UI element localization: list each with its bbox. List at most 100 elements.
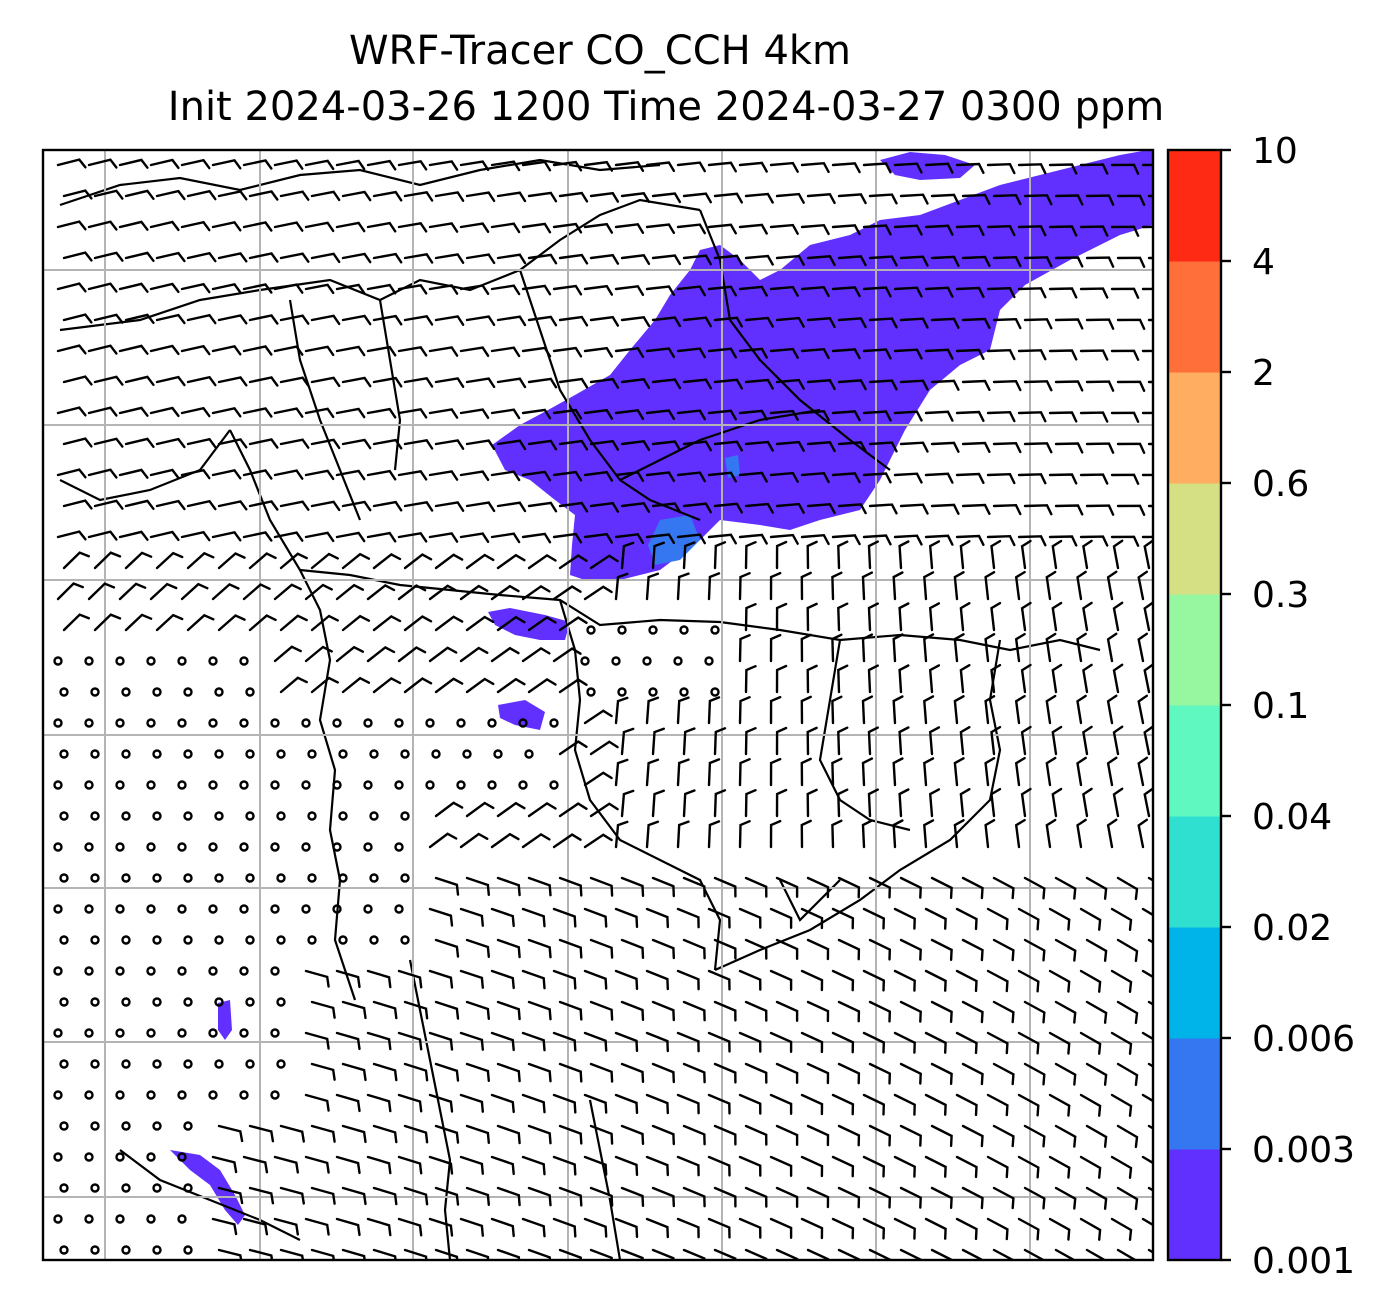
wind-barb [552, 284, 583, 296]
wind-barb [892, 819, 904, 849]
wind-barb [1085, 318, 1115, 330]
wind-barb [465, 501, 496, 513]
calm-wind-marker [146, 656, 156, 666]
wind-barb [984, 633, 996, 663]
wind-barb [1143, 787, 1153, 818]
wind-barb [831, 286, 861, 298]
wind-barb [428, 346, 459, 357]
wind-barb [149, 158, 180, 170]
wind-barb [837, 1124, 861, 1147]
wind-barb [465, 1000, 490, 1020]
wind-barb [837, 602, 849, 632]
wind-barb [769, 347, 799, 359]
wind-barb [1045, 818, 1057, 849]
wind-barb [923, 757, 935, 787]
wind-barb [614, 1155, 639, 1176]
wind-barb [62, 189, 93, 200]
wind-barb [1085, 380, 1115, 392]
wind-barb [682, 316, 712, 328]
wind-barb [155, 551, 184, 570]
colorbar: 0.001 0.003 0.006 0.02 0.04 0.1 0.3 0.6 2 4 10 [1166, 131, 1355, 1282]
wind-barb [986, 348, 1016, 361]
calm-wind-marker [338, 749, 348, 759]
calm-wind-marker [84, 966, 94, 976]
wind-barb [645, 696, 660, 725]
wind-barb [589, 439, 620, 451]
wind-barb [1082, 787, 1093, 818]
wind-barb [992, 441, 1022, 454]
calm-wind-marker [53, 1152, 63, 1162]
wind-barb [775, 1124, 799, 1146]
wind-barb [645, 572, 660, 601]
wind-barb [867, 664, 879, 694]
wind-barb [1085, 1248, 1107, 1260]
wind-barb [1054, 442, 1084, 454]
wind-barb [769, 223, 799, 235]
wind-barb [93, 251, 124, 262]
wind-barb [403, 615, 433, 632]
wind-barb [527, 1000, 552, 1021]
calm-wind-marker [177, 904, 187, 914]
wind-barb [769, 285, 799, 297]
wind-barb [1048, 473, 1078, 485]
wind-barb [527, 938, 552, 959]
wind-barb [521, 284, 552, 296]
calm-wind-marker [146, 1090, 156, 1100]
wind-barb [589, 1062, 614, 1083]
wind-barb [87, 582, 116, 601]
wind-barb [990, 663, 1002, 694]
calm-wind-marker [462, 749, 472, 759]
wind-barb [558, 876, 583, 897]
colorbar-tick-label: 0.04 [1252, 797, 1332, 838]
wind-barb [1110, 907, 1133, 931]
wind-barb [273, 1155, 299, 1174]
wind-barb [521, 969, 546, 990]
wind-barb [366, 345, 397, 357]
calm-wind-marker [183, 873, 193, 883]
wind-barb [248, 1248, 274, 1260]
wind-barb [527, 876, 552, 897]
calm-wind-marker [245, 1059, 255, 1069]
wind-barb [800, 907, 824, 930]
wind-barb [372, 552, 402, 570]
wind-barb [961, 1248, 984, 1260]
wind-barb [372, 1000, 398, 1020]
calm-wind-marker [90, 1121, 100, 1131]
wind-barb [899, 441, 929, 453]
calm-wind-marker [121, 687, 131, 697]
wind-barb [552, 470, 583, 482]
wind-barb [428, 1217, 454, 1237]
wind-barb [118, 582, 147, 601]
wind-barb [242, 1155, 269, 1174]
wind-barb [800, 633, 812, 663]
calm-wind-marker [183, 935, 193, 945]
wind-barb [149, 582, 178, 601]
calm-wind-marker [332, 718, 342, 728]
wind-barb [1110, 1031, 1133, 1055]
calm-wind-marker [642, 656, 652, 666]
wind-barb [490, 1155, 515, 1176]
wind-barb [1106, 632, 1118, 663]
wind-barb [955, 969, 978, 993]
wind-barb [775, 1000, 799, 1022]
wind-barb [589, 1186, 614, 1207]
wind-barb [180, 468, 211, 480]
calm-wind-marker [400, 811, 410, 821]
wind-barb [589, 1000, 614, 1021]
wind-barb [676, 1031, 700, 1053]
wind-barb [490, 832, 520, 849]
wind-barb [961, 379, 991, 391]
wind-barb [837, 1000, 861, 1023]
wind-barb [217, 438, 248, 449]
wind-barb [775, 540, 788, 570]
wind-barb [496, 876, 521, 897]
calm-wind-marker [115, 780, 125, 790]
wind-barb [217, 190, 248, 201]
wind-barb [992, 876, 1015, 900]
wind-barb [868, 1000, 892, 1023]
wind-barb [583, 284, 614, 296]
wind-barb [242, 283, 273, 294]
wind-barb [614, 1093, 639, 1114]
wind-barb [1023, 380, 1053, 392]
wind-barb [959, 540, 971, 570]
